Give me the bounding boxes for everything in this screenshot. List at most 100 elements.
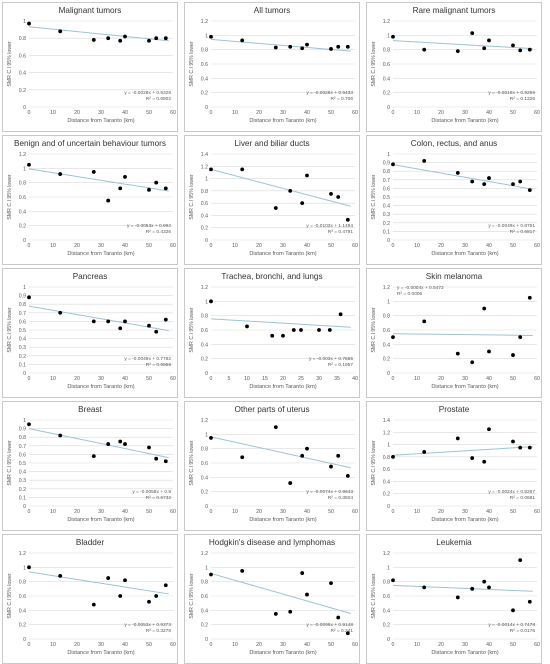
- chart-title: All tumors: [253, 6, 291, 15]
- y-tick-label: 1.2: [19, 152, 26, 158]
- y-tick-label: 1: [205, 33, 208, 39]
- x-tick-label: 30: [462, 509, 468, 515]
- data-point: [123, 442, 127, 446]
- data-point: [27, 422, 31, 427]
- data-point: [305, 592, 309, 597]
- x-tick-label: 50: [510, 642, 516, 648]
- data-point: [163, 459, 168, 464]
- chart-title: Colon, rectus, and anus: [410, 139, 498, 148]
- y-tick-label: 0.6: [201, 594, 208, 600]
- x-tick-label: 20: [74, 110, 80, 116]
- y-tick-label: 0.4: [383, 204, 390, 210]
- x-tick-label: 60: [352, 509, 358, 515]
- x-axis-label: Distance from Taranto (km): [431, 118, 498, 124]
- chart-panel: Pancreas 0 0.1 0.2 0.3 0.4 0.5 0.6 0.7 0.8 0.9 1 0 10…: [2, 268, 178, 398]
- data-point: [209, 299, 213, 304]
- data-point: [487, 427, 491, 432]
- y-tick-label: 1: [205, 432, 208, 438]
- data-point: [27, 565, 31, 570]
- x-tick-label: 10: [414, 642, 420, 648]
- x-tick-label: 30: [98, 509, 104, 515]
- y-tick-label: 0.2: [201, 226, 208, 232]
- trendline: [392, 40, 533, 50]
- y-axis-label: SMR C.I 95% lower: [7, 174, 13, 220]
- x-tick-label: 50: [328, 642, 334, 648]
- trend-equation: y = -0.0024x + 0.8267: [488, 489, 535, 495]
- data-point: [482, 579, 487, 584]
- data-point: [163, 583, 168, 588]
- data-point: [209, 167, 213, 172]
- y-tick-label: 1.2: [201, 418, 208, 424]
- trend-r-squared: R² = 0.0006: [397, 291, 423, 297]
- x-tick-label: 60: [534, 509, 540, 515]
- data-point: [91, 170, 96, 174]
- y-axis-label: SMR C.I 95% lower: [7, 573, 13, 619]
- x-tick-label: 20: [256, 642, 262, 648]
- chart-panel: Colon, rectus, and anus 0 0.1 0.2 0.3 0.4 0.5 0…: [366, 135, 542, 265]
- y-tick-label: 0.1: [19, 362, 26, 368]
- trend-r-squared: R² = 0.1957: [328, 362, 354, 368]
- y-tick-label: 1: [205, 299, 208, 305]
- y-tick-label: 1: [387, 299, 390, 305]
- chart-panel: Hodgkin's disease and lymphomas 0 0.2 0.4 0.…: [184, 534, 360, 664]
- y-tick-label: 0.8: [19, 36, 26, 42]
- data-point: [123, 175, 127, 179]
- chart-panel: Breast 0 0.1 0.2 0.3 0.4 0.5 0.6 0.7 0.8 0.9 1 0 10 20…: [2, 401, 178, 531]
- x-tick-label: 0: [210, 642, 213, 648]
- y-tick-label: 0.6: [383, 186, 390, 192]
- trend-equation: y = -0.0053x + 0.9373: [124, 622, 171, 628]
- y-tick-label: 0.1: [383, 229, 390, 235]
- y-tick-label: 0.5: [19, 461, 26, 467]
- chart-title: Skin melanoma: [425, 272, 483, 281]
- chart-title: Other parts of uterus: [234, 405, 310, 414]
- y-tick-label: 0.4: [19, 608, 26, 614]
- x-axis-label: Distance from Taranto (km): [431, 650, 498, 656]
- chart-panel: Bladder 0 0.2 0.4 0.6 0.8 1 1.2 0 10 20 30 40 50 60 Dis…: [2, 534, 178, 664]
- x-tick-label: 10: [232, 243, 238, 249]
- data-point: [273, 206, 278, 210]
- data-point: [299, 328, 303, 332]
- x-tick-label: 60: [352, 642, 358, 648]
- y-axis-label: SMR C.I 95% lower: [189, 174, 195, 220]
- trend-equation: y = -0.0028x + 0.9329: [124, 90, 171, 96]
- y-tick-label: 0.6: [19, 53, 26, 59]
- trendline: [28, 26, 169, 42]
- y-tick-label: 0: [387, 637, 390, 643]
- data-point: [147, 187, 151, 192]
- data-point: [288, 188, 293, 193]
- y-tick-label: 0.8: [19, 181, 26, 187]
- data-point: [482, 46, 487, 51]
- y-tick-label: 1: [23, 19, 26, 25]
- trend-equation: y = -0.003x + 0.7555: [309, 356, 353, 362]
- y-tick-label: 0.7: [19, 311, 26, 317]
- data-point: [106, 576, 111, 580]
- y-tick-label: 0.8: [19, 302, 26, 308]
- trendline: [28, 305, 169, 332]
- data-point: [511, 439, 515, 444]
- data-point: [345, 217, 350, 222]
- y-tick-label: 1.2: [201, 19, 208, 25]
- y-tick-label: 0.8: [19, 580, 26, 586]
- x-tick-label: 60: [534, 376, 540, 382]
- data-point: [511, 608, 515, 613]
- y-tick-label: 0.4: [383, 342, 390, 348]
- x-tick-label: 10: [50, 509, 56, 515]
- y-tick-label: 0.4: [19, 337, 26, 343]
- x-axis-label: Distance from Taranto (km): [431, 251, 498, 257]
- trend-r-squared: R² = 0.706: [330, 96, 353, 102]
- x-tick-label: 20: [74, 642, 80, 648]
- scatter-plot: 0 0.2 0.4 0.6 0.8 1 1.2 0 10 20 30 40 50 60 Distance f…: [7, 551, 176, 656]
- trend-equation: y = -0.0014x + 0.7478: [488, 622, 535, 628]
- chart-panel: Other parts of uterus 0 0.2 0.4 0.6 0.8 1 1.2 0 1…: [184, 401, 360, 531]
- x-tick-label: 60: [352, 110, 358, 116]
- trend-equation: y = -0.0103x + 1.1494: [306, 223, 353, 229]
- y-tick-label: 0.8: [383, 455, 390, 461]
- y-tick-label: 0.4: [201, 76, 208, 82]
- x-tick-label: 60: [352, 243, 358, 249]
- y-tick-label: 0.8: [383, 314, 390, 320]
- y-tick-label: 0.6: [383, 328, 390, 334]
- data-point: [58, 574, 63, 578]
- scatter-plot: 0 0.2 0.4 0.6 0.8 1 1.2 1.4 0 10 20 30 40 50 60 Distanc…: [371, 418, 540, 523]
- trend-r-squared: R² = 0.4326: [146, 229, 172, 235]
- data-point: [518, 179, 523, 184]
